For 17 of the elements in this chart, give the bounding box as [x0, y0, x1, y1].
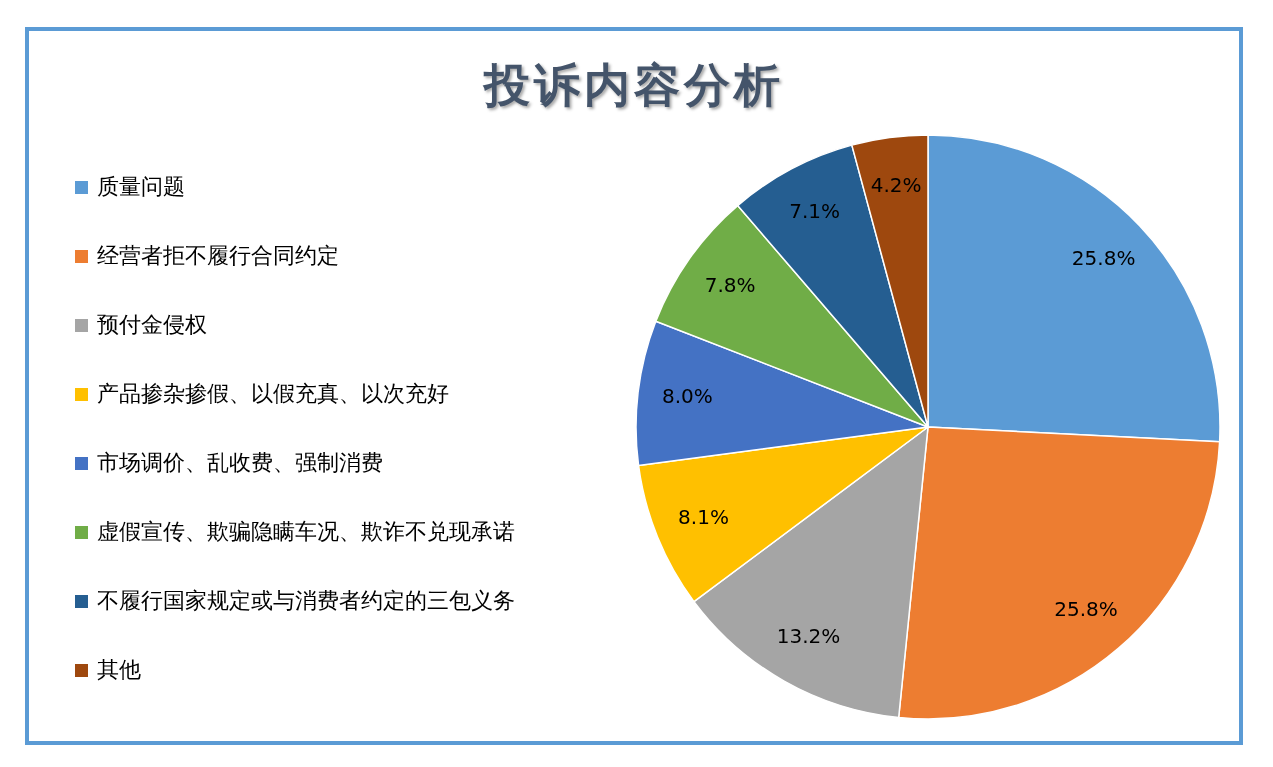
chart-title: 投诉内容分析 — [482, 57, 785, 114]
legend-label: 虚假宣传、欺骗隐瞒车况、欺诈不兑现承诺 — [97, 518, 515, 546]
legend-label: 产品掺杂掺假、以假充真、以次充好 — [97, 380, 449, 408]
legend-label: 质量问题 — [97, 173, 185, 201]
legend-label: 其他 — [97, 656, 141, 684]
data-label: 7.8% — [704, 273, 756, 298]
legend-label: 经营者拒不履行合同约定 — [97, 242, 339, 270]
data-label: 13.2% — [776, 624, 841, 649]
data-label: 25.8% — [1054, 597, 1118, 621]
data-label: 4.2% — [870, 172, 922, 197]
legend-label: 预付金侵权 — [97, 311, 207, 339]
data-label: 7.1% — [789, 199, 840, 224]
data-label: 8.0% — [661, 384, 713, 409]
legend-label: 市场调价、乱收费、强制消费 — [97, 449, 383, 477]
data-label: 8.1% — [678, 504, 729, 529]
data-label: 25.8% — [1071, 246, 1136, 271]
legend-label: 不履行国家规定或与消费者约定的三包义务 — [97, 587, 515, 615]
